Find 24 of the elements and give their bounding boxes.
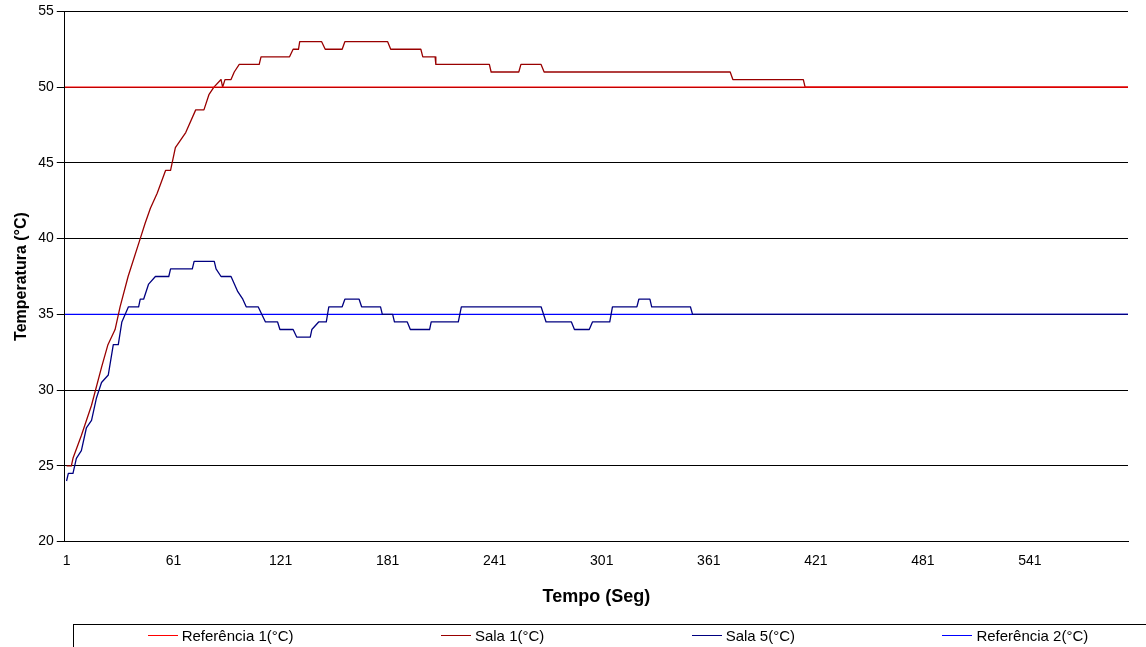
x-tick-label: 241 <box>483 551 507 568</box>
legend-label: Sala 1(°C) <box>474 627 545 644</box>
x-tick-label: 121 <box>268 551 293 568</box>
y-axis-title: Temperatura (°C) <box>12 212 30 341</box>
y-tick-label: 45 <box>38 153 54 170</box>
x-tick-label: 181 <box>375 551 400 568</box>
legend-label: Referência 2(°C) <box>976 627 1089 644</box>
x-tick-label: 1 <box>62 551 71 568</box>
y-tick-label: 25 <box>38 456 54 473</box>
x-axis-title: Tempo (Seg) <box>542 586 651 607</box>
x-tick-label: 481 <box>911 551 935 568</box>
x-tick-label: 541 <box>1018 551 1042 568</box>
y-tick-label: 50 <box>38 78 54 94</box>
legend-label: Referência 1(°C) <box>181 627 294 644</box>
x-tick-label: 361 <box>697 551 721 568</box>
x-tick-label: 301 <box>590 551 614 568</box>
y-tick-label: 55 <box>38 2 54 19</box>
y-tick-label: 40 <box>38 229 54 246</box>
x-tick-label: 421 <box>804 551 828 568</box>
y-tick-label: 30 <box>38 380 54 397</box>
x-tick-label: 61 <box>165 551 182 568</box>
y-tick-label: 35 <box>38 305 54 322</box>
y-tick-label: 20 <box>38 532 54 549</box>
legend-label: Sala 5(°C) <box>725 627 796 644</box>
